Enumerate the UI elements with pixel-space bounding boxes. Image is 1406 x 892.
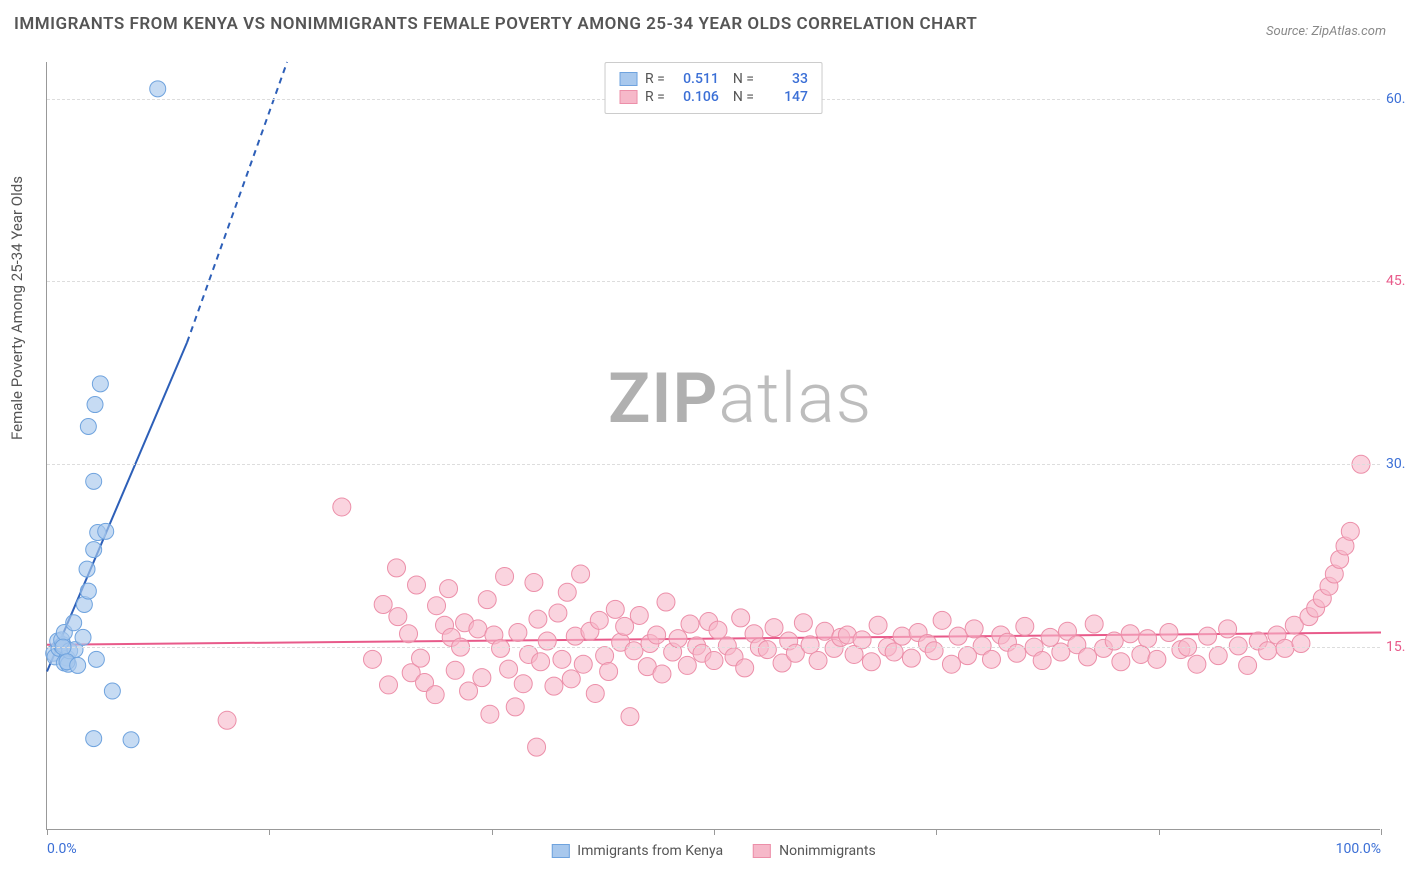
x-tick-label: 0.0% [47,841,77,857]
swatch-icon [619,90,637,104]
x-tick [1381,829,1382,835]
source-name: ZipAtlas.com [1311,24,1386,39]
y-axis-label: Female Poverty Among 25-34 Year Olds [8,176,26,440]
legend-row-series2: R = 0.106 N = 147 [619,89,808,105]
series-name-1: Immigrants from Kenya [577,843,723,859]
r-value-1: 0.511 [673,71,719,87]
gridline [47,281,1380,282]
n-value-1: 33 [762,71,808,87]
n-value-2: 147 [762,89,808,105]
chart-plot-area: R = 0.511 N = 33 R = 0.106 N = 147 ZIPat… [46,62,1380,830]
x-tick-label: 100.0% [1336,841,1381,857]
y-tick-label: 60.0% [1386,91,1406,107]
gridline [47,464,1380,465]
y-tick-label: 30.0% [1386,456,1406,472]
x-tick [1159,829,1160,835]
x-tick [714,829,715,835]
swatch-icon [753,844,771,858]
swatch-icon [619,72,637,86]
chart-title: IMMIGRANTS FROM KENYA VS NONIMMIGRANTS F… [14,14,977,34]
scatter-svg [47,62,1380,829]
x-tick [936,829,937,835]
x-tick [492,829,493,835]
r-label: R = [645,89,665,105]
n-label: N = [733,71,754,87]
correlation-stats-legend: R = 0.511 N = 33 R = 0.106 N = 147 [604,62,823,114]
series-name-2: Nonimmigrants [779,843,876,859]
swatch-icon [551,844,569,858]
r-value-2: 0.106 [673,89,719,105]
y-tick-label: 45.0% [1386,273,1406,289]
series-legend: Immigrants from Kenya Nonimmigrants [551,843,875,859]
legend-item-1: Immigrants from Kenya [551,843,723,859]
legend-item-2: Nonimmigrants [753,843,876,859]
y-tick-label: 15.0% [1386,639,1406,655]
n-label: N = [733,89,754,105]
x-tick [269,829,270,835]
legend-row-series1: R = 0.511 N = 33 [619,71,808,87]
x-tick [47,829,48,835]
source-prefix: Source: [1266,24,1308,39]
r-label: R = [645,71,665,87]
source-attribution: Source: ZipAtlas.com [1266,24,1386,39]
gridline [47,647,1380,648]
